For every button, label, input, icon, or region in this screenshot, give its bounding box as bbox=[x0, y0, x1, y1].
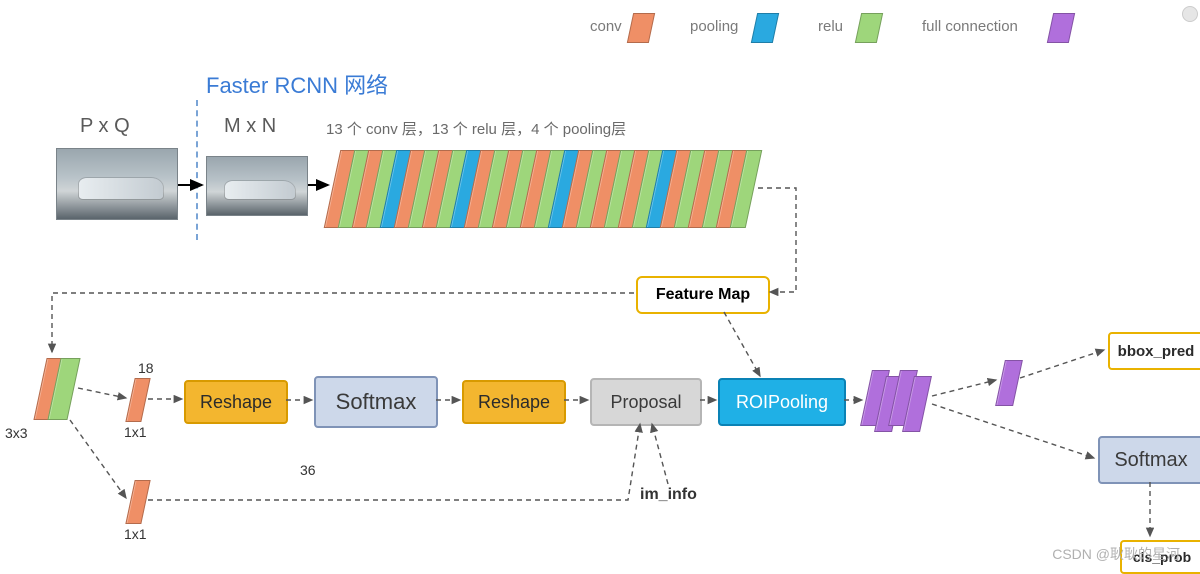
mn-label: M x N bbox=[224, 115, 276, 138]
im-info-label: im_info bbox=[640, 486, 697, 504]
legend-swatch bbox=[627, 13, 655, 43]
rpn-1x1-bot-layer bbox=[125, 480, 150, 524]
conv1x1-top-18: 18 bbox=[138, 360, 154, 376]
fc-single-layer bbox=[995, 360, 1023, 406]
bbox-pred-box: bbox_pred bbox=[1108, 332, 1200, 370]
proposal-box: Proposal bbox=[590, 378, 702, 426]
legend-swatch bbox=[1047, 13, 1075, 43]
reshape2-label: Reshape bbox=[478, 392, 550, 413]
proposal-label: Proposal bbox=[610, 392, 681, 413]
feature-map-box: Feature Map bbox=[636, 276, 770, 314]
rpn-1x1-top-layer bbox=[125, 378, 150, 422]
softmax2-label: Softmax bbox=[1114, 449, 1187, 472]
backbone-description: 13 个 conv 层，13 个 relu 层，4 个 pooling层 bbox=[326, 118, 626, 139]
roipooling-box: ROIPooling bbox=[718, 378, 846, 426]
legend-swatch bbox=[855, 13, 883, 43]
legend-label: full connection bbox=[922, 18, 1018, 35]
softmax1-label: Softmax bbox=[336, 389, 417, 415]
divider-line bbox=[196, 100, 198, 240]
pq-label: P x Q bbox=[80, 115, 130, 138]
bbox-pred-label: bbox_pred bbox=[1118, 343, 1195, 360]
conv1x1-bot-36: 36 bbox=[300, 462, 316, 478]
roipooling-label: ROIPooling bbox=[736, 392, 828, 413]
diagram-title: Faster RCNN 网络 bbox=[206, 68, 388, 100]
legend-label: pooling bbox=[690, 18, 738, 35]
legend-label: conv bbox=[590, 18, 622, 35]
input-image-pq bbox=[56, 148, 178, 220]
conv3x3-label: 3x3 bbox=[5, 425, 28, 441]
feature-map-label: Feature Map bbox=[656, 286, 750, 304]
reshape1-label: Reshape bbox=[200, 392, 272, 413]
input-image-mn bbox=[206, 156, 308, 216]
watermark: CSDN @耿耿的星河 bbox=[1052, 544, 1180, 564]
softmax1-box: Softmax bbox=[314, 376, 438, 428]
corner-dot bbox=[1182, 6, 1198, 22]
softmax2-box: Softmax bbox=[1098, 436, 1200, 484]
reshape1-box: Reshape bbox=[184, 380, 288, 424]
legend-swatch bbox=[751, 13, 779, 43]
conv1x1-bot-label: 1x1 bbox=[124, 526, 147, 542]
conv1x1-top-label: 1x1 bbox=[124, 424, 147, 440]
legend-label: relu bbox=[818, 18, 843, 35]
reshape2-box: Reshape bbox=[462, 380, 566, 424]
